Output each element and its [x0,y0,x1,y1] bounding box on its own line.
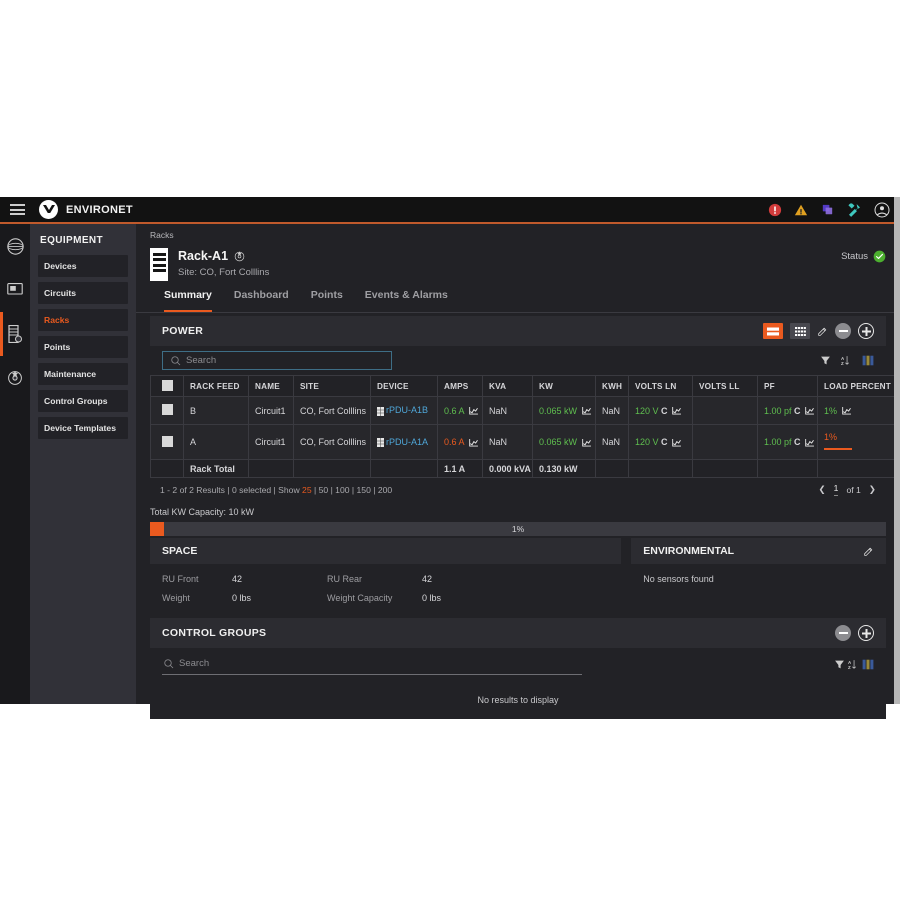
svg-text:A: A [848,659,852,664]
svg-text:A: A [841,356,845,361]
svg-text:Z: Z [841,361,844,366]
svg-text:Z: Z [848,664,851,669]
